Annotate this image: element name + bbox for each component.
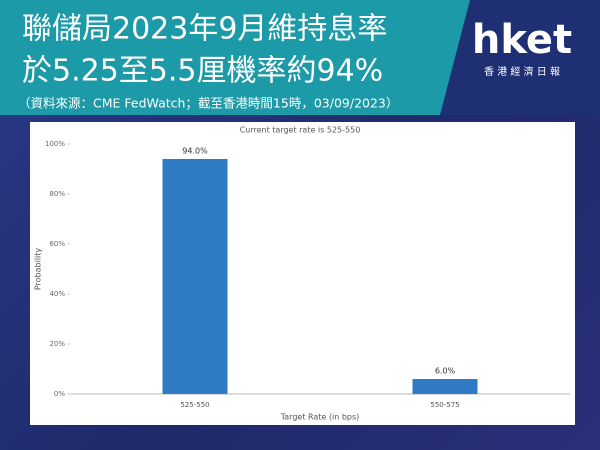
value-label: 6.0% [435, 367, 456, 376]
bar [412, 379, 478, 394]
title-line: 於5.25至5.5厘機率約94% [22, 54, 383, 89]
logo-sub: 香 港 經 濟 日 報 [484, 65, 560, 78]
banner [0, 0, 470, 115]
chart-title: Current target rate is 525-550 [240, 126, 361, 135]
y-tick-label: 100% [45, 140, 65, 148]
chart-panel [30, 122, 575, 425]
y-tick-label: 0% [54, 390, 65, 398]
logo: hket [472, 17, 572, 63]
value-label: 94.0% [182, 147, 208, 156]
y-tick-label: 80% [49, 190, 65, 198]
x-tick-label: 550-575 [430, 401, 459, 409]
source: （資料來源：CME FedWatch；截至香港時間15時，03/09/2023） [18, 96, 398, 111]
y-axis-label: Probability [34, 248, 43, 291]
title-line: 聯儲局2023年9月維持息率 [22, 12, 387, 47]
x-axis-label: Target Rate (in bps) [280, 413, 360, 422]
y-tick-label: 40% [49, 290, 65, 298]
x-tick-label: 525-550 [180, 401, 209, 409]
y-tick-label: 60% [49, 240, 65, 248]
bar [162, 159, 228, 394]
y-tick-label: 20% [49, 340, 65, 348]
